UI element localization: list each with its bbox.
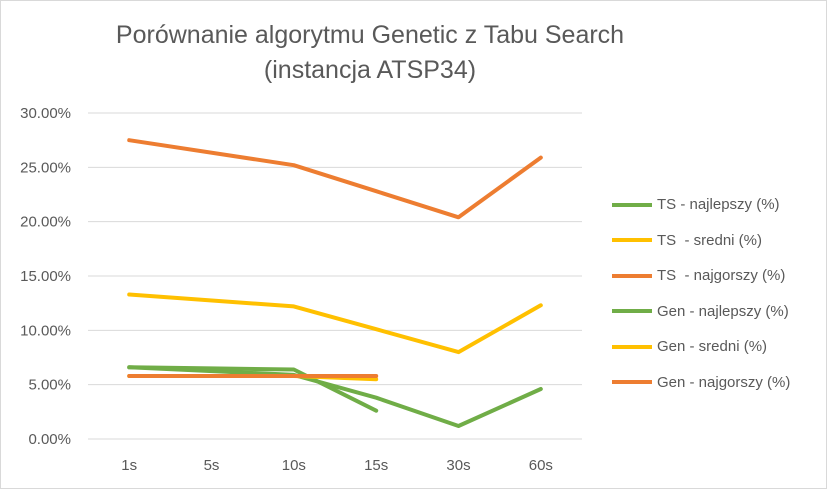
legend-swatch xyxy=(612,273,652,278)
legend-item: Gen - najlepszy (%) xyxy=(612,294,790,330)
legend-swatch xyxy=(612,344,652,349)
x-tick-label: 10s xyxy=(282,457,306,474)
legend-label: Gen - sredni (%) xyxy=(657,338,768,356)
x-tick-label: 60s xyxy=(529,457,553,474)
legend-swatch xyxy=(612,238,652,243)
legend-swatch xyxy=(612,309,652,314)
x-tick-label: 30s xyxy=(446,457,470,474)
series-line-1 xyxy=(127,365,543,428)
y-tick-label: 0.00% xyxy=(28,431,71,448)
legend-item: Gen - najgorszy (%) xyxy=(612,365,790,401)
legend-label: TS - najlepszy (%) xyxy=(657,196,780,214)
chart-title: Porównanie algorytmu Genetic z Tabu Sear… xyxy=(100,18,640,88)
x-tick-label: 15s xyxy=(364,457,388,474)
legend: TS - najlepszy (%) TS - sredni (%) TS - na… xyxy=(612,187,790,400)
series-line-3 xyxy=(127,138,543,220)
legend-label: TS - najgorszy (%) xyxy=(657,267,786,285)
x-tick-label: 1s xyxy=(121,457,137,474)
legend-item: TS - najlepszy (%) xyxy=(612,187,790,223)
legend-swatch xyxy=(612,202,652,207)
y-tick-label: 30.00% xyxy=(20,105,71,122)
legend-item: TS - sredni (%) xyxy=(612,223,790,259)
y-tick-label: 20.00% xyxy=(20,214,71,231)
legend-swatch xyxy=(612,380,652,385)
legend-item: TS - najgorszy (%) xyxy=(612,258,790,294)
chart-title-line1: Porównanie algorytmu Genetic z Tabu Sear… xyxy=(115,21,625,49)
y-tick-label: 10.00% xyxy=(20,322,71,339)
y-tick-label: 5.00% xyxy=(28,377,71,394)
y-tick-label: 25.00% xyxy=(20,159,71,176)
series-line-4 xyxy=(127,365,379,413)
chart-title-line2: (instancja ATSP34) xyxy=(263,56,477,84)
series-line-2 xyxy=(127,292,543,355)
y-tick-label: 15.00% xyxy=(20,268,71,285)
legend-label: Gen - najgorszy (%) xyxy=(657,373,791,391)
x-tick-label: 5s xyxy=(204,457,220,474)
legend-item: Gen - sredni (%) xyxy=(612,329,790,365)
legend-label: Gen - najlepszy (%) xyxy=(657,302,789,320)
legend-label: TS - sredni (%) xyxy=(657,231,763,249)
